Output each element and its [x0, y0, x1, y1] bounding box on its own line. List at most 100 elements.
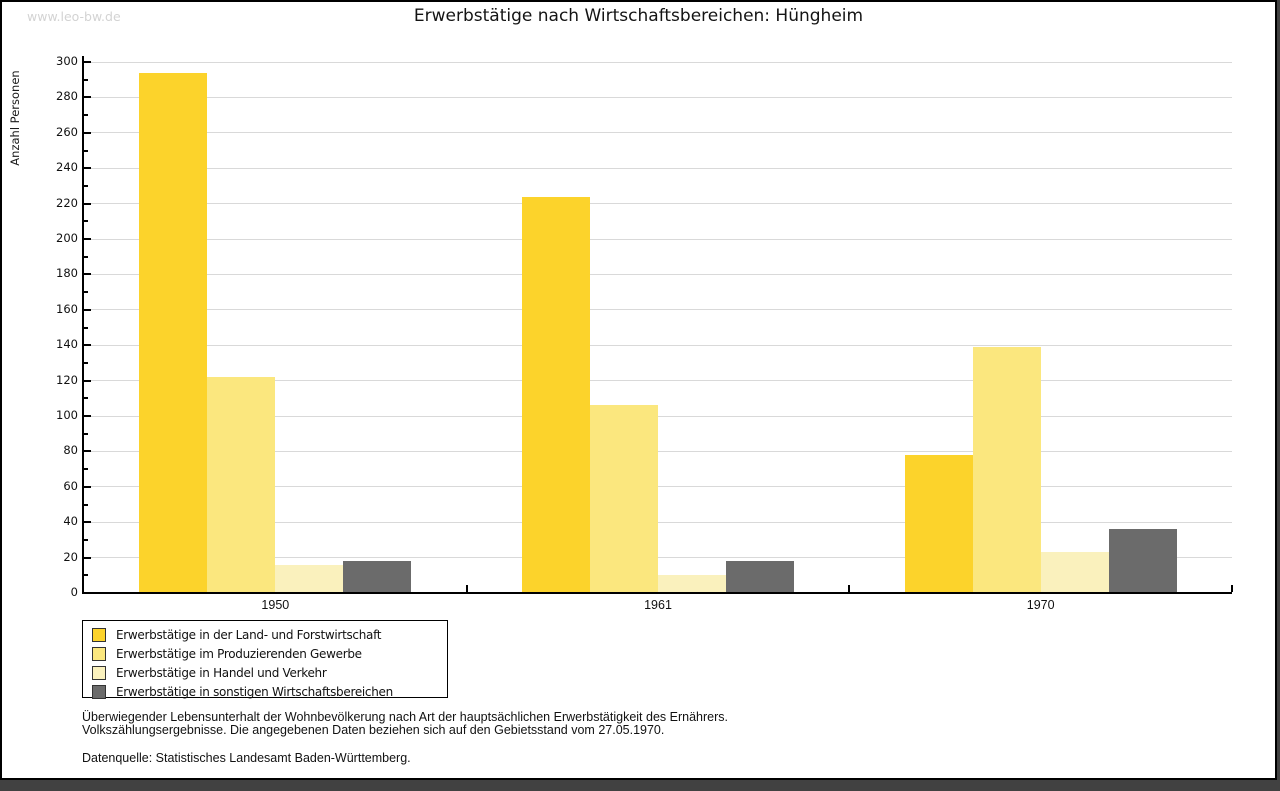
- legend-row: Erwerbstätige in der Land- und Forstwirt…: [83, 626, 447, 644]
- y-tick-label: 200: [56, 231, 78, 245]
- y-major-tick: [84, 308, 91, 311]
- x-tick: [1231, 585, 1233, 592]
- y-minor-tick: [84, 149, 88, 152]
- watermark: www.leo-bw.de: [27, 9, 121, 24]
- bar-1961-series3: [658, 575, 726, 593]
- bar-1950-series4: [343, 561, 412, 593]
- gridline: [84, 380, 1232, 382]
- y-minor-tick: [84, 291, 88, 294]
- gridline: [84, 238, 1232, 240]
- y-tick-label: 80: [63, 443, 78, 458]
- y-tick-label: 60: [63, 478, 78, 493]
- y-major-tick: [84, 450, 91, 453]
- bar-1970-series1: [904, 454, 973, 593]
- y-tick-label: 120: [56, 372, 78, 387]
- x-category-label: 1970: [1026, 598, 1055, 612]
- chart-title: Erwerbstätige nach Wirtschaftsbereichen:…: [413, 6, 864, 26]
- bar-1950-series1: [139, 72, 208, 593]
- y-major-tick: [84, 344, 91, 347]
- y-major-tick: [84, 238, 91, 240]
- x-tick: [848, 585, 851, 592]
- gridline: [84, 486, 1232, 488]
- y-major-tick: [84, 167, 91, 170]
- footer-note-line1: Überwiegender Lebensunterhalt der Wohnbe…: [82, 710, 728, 724]
- y-tick-label: 100: [56, 408, 78, 422]
- gridline: [84, 557, 1232, 559]
- y-tick-label: 0: [70, 585, 78, 599]
- y-major-tick: [84, 96, 91, 99]
- bar-1950-series3: [275, 564, 344, 593]
- y-tick-label: 280: [56, 89, 78, 104]
- legend-swatch: [92, 628, 106, 642]
- gridline: [84, 309, 1232, 311]
- gridline: [84, 203, 1232, 205]
- y-minor-tick: [84, 503, 88, 506]
- legend-box: Erwerbstätige in der Land- und Forstwirt…: [82, 620, 448, 701]
- y-major-tick: [84, 202, 91, 205]
- y-tick-label: 140: [56, 337, 78, 352]
- y-minor-tick: [84, 361, 88, 364]
- y-minor-tick: [84, 78, 88, 81]
- y-tick-label: 160: [56, 301, 78, 316]
- bar-1970-series2: [972, 346, 1041, 593]
- y-minor-tick: [84, 574, 88, 577]
- y-major-tick: [84, 415, 91, 417]
- y-major-tick: [84, 131, 91, 134]
- x-category-label: 1950: [261, 598, 290, 612]
- x-tick: [465, 585, 468, 592]
- legend-swatch: [92, 685, 106, 699]
- y-tick-label: 180: [56, 266, 78, 281]
- gridline: [84, 61, 1232, 63]
- y-tick-label: 40: [63, 514, 78, 529]
- plot-area: Anzahl Personen 1950 1961 1970 0 20 40 60 80 100…: [2, 2, 1275, 778]
- x-category-label: 1961: [644, 598, 672, 612]
- y-minor-tick: [84, 326, 88, 329]
- y-tick-label: 220: [56, 195, 78, 210]
- footer-data-source: Datenquelle: Statistisches Landesamt Bad…: [82, 751, 411, 765]
- x-axis-line: [82, 592, 1232, 594]
- bar-1961-series2: [590, 405, 658, 593]
- y-major-tick: [84, 485, 91, 488]
- legend-row: Erwerbstätige in Handel und Verkehr: [83, 664, 447, 682]
- y-major-tick: [84, 273, 91, 276]
- y-axis-title: Anzahl Personen: [8, 70, 22, 166]
- gridline: [84, 96, 1232, 98]
- y-tick-label: 260: [56, 124, 78, 139]
- bar-1970-series4: [1108, 529, 1177, 593]
- legend-swatch: [92, 647, 106, 661]
- legend-label: Erwerbstätige in Handel und Verkehr: [116, 666, 327, 680]
- legend-swatch: [92, 666, 106, 680]
- bottom-strip: [0, 780, 1280, 791]
- legend-row: Erwerbstätige in sonstigen Wirtschaftsbe…: [83, 683, 447, 701]
- gridline: [84, 132, 1232, 134]
- y-minor-tick: [84, 432, 88, 435]
- footer-note-line2: Volkszählungsergebnisse. Die angegebenen…: [82, 723, 665, 737]
- bar-1961-series4: [726, 561, 794, 593]
- legend-label: Erwerbstätige im Produzierenden Gewerbe: [116, 647, 362, 661]
- legend-label: Erwerbstätige in der Land- und Forstwirt…: [116, 628, 382, 642]
- bar-1961-series1: [522, 196, 590, 593]
- gridline: [84, 450, 1232, 452]
- y-minor-tick: [84, 220, 88, 223]
- y-minor-tick: [84, 255, 88, 258]
- y-tick-label: 300: [56, 54, 78, 68]
- y-major-tick: [84, 61, 91, 63]
- gridline: [84, 167, 1232, 169]
- bar-1970-series3: [1040, 552, 1109, 593]
- y-minor-tick: [84, 397, 88, 400]
- y-major-tick: [84, 379, 91, 382]
- y-tick-label: 240: [56, 160, 78, 175]
- y-major-tick: [84, 521, 91, 524]
- gridline: [84, 344, 1232, 346]
- gridline: [84, 415, 1232, 417]
- legend-row: Erwerbstätige im Produzierenden Gewerbe: [83, 645, 447, 663]
- gridline: [84, 521, 1232, 523]
- y-minor-tick: [84, 114, 88, 117]
- y-major-tick: [84, 556, 91, 559]
- y-tick-label: 20: [63, 549, 78, 564]
- y-minor-tick: [84, 184, 88, 187]
- y-axis-line: [82, 56, 84, 594]
- legend-label: Erwerbstätige in sonstigen Wirtschaftsbe…: [116, 685, 393, 699]
- bar-1950-series2: [207, 377, 276, 593]
